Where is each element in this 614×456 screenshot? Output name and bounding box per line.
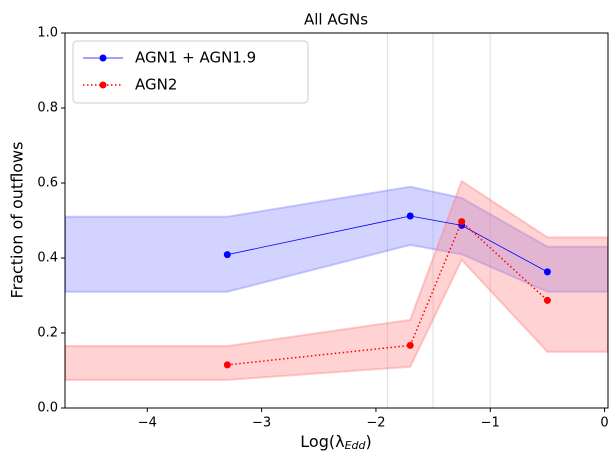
x-label-base: Log(λ [300,432,344,451]
legend-marker [99,81,107,89]
y-tick-label: 1.0 [37,26,58,41]
x-tick-label: −3 [252,416,271,431]
plot-area [65,33,608,408]
data-point [406,212,414,220]
data-point [223,361,231,369]
y-axis-label: Fraction of outflows [8,142,27,299]
y-tick-label: 0.6 [37,176,58,191]
data-point [406,341,414,349]
legend-box [72,40,309,104]
series-line [227,220,548,366]
x-label-sub: Edd [345,439,367,452]
y-tick-label: 0.0 [37,401,58,416]
x-tick-label: 0 [600,416,608,431]
x-tick-label: −4 [138,416,157,431]
y-tick-label: 0.4 [37,251,58,266]
x-label-end: ) [365,432,371,451]
y-tick-label: 0.8 [37,101,58,116]
legend-label: AGN1 + AGN1.9 [135,49,256,67]
legend-label: AGN2 [135,76,177,94]
data-point [223,251,231,259]
x-tick-label: −2 [366,416,385,431]
x-axis-label: Log(λEdd) [300,432,371,453]
plot-frame [64,32,609,409]
data-point [543,268,551,276]
y-tick-label: 0.2 [37,326,58,341]
series-line [227,215,548,273]
chart-title: All AGNs [304,11,368,29]
confidence-band [65,185,608,293]
data-point [543,296,551,304]
x-tick-label: −1 [481,416,500,431]
data-point [458,218,466,226]
legend-marker [99,54,107,62]
